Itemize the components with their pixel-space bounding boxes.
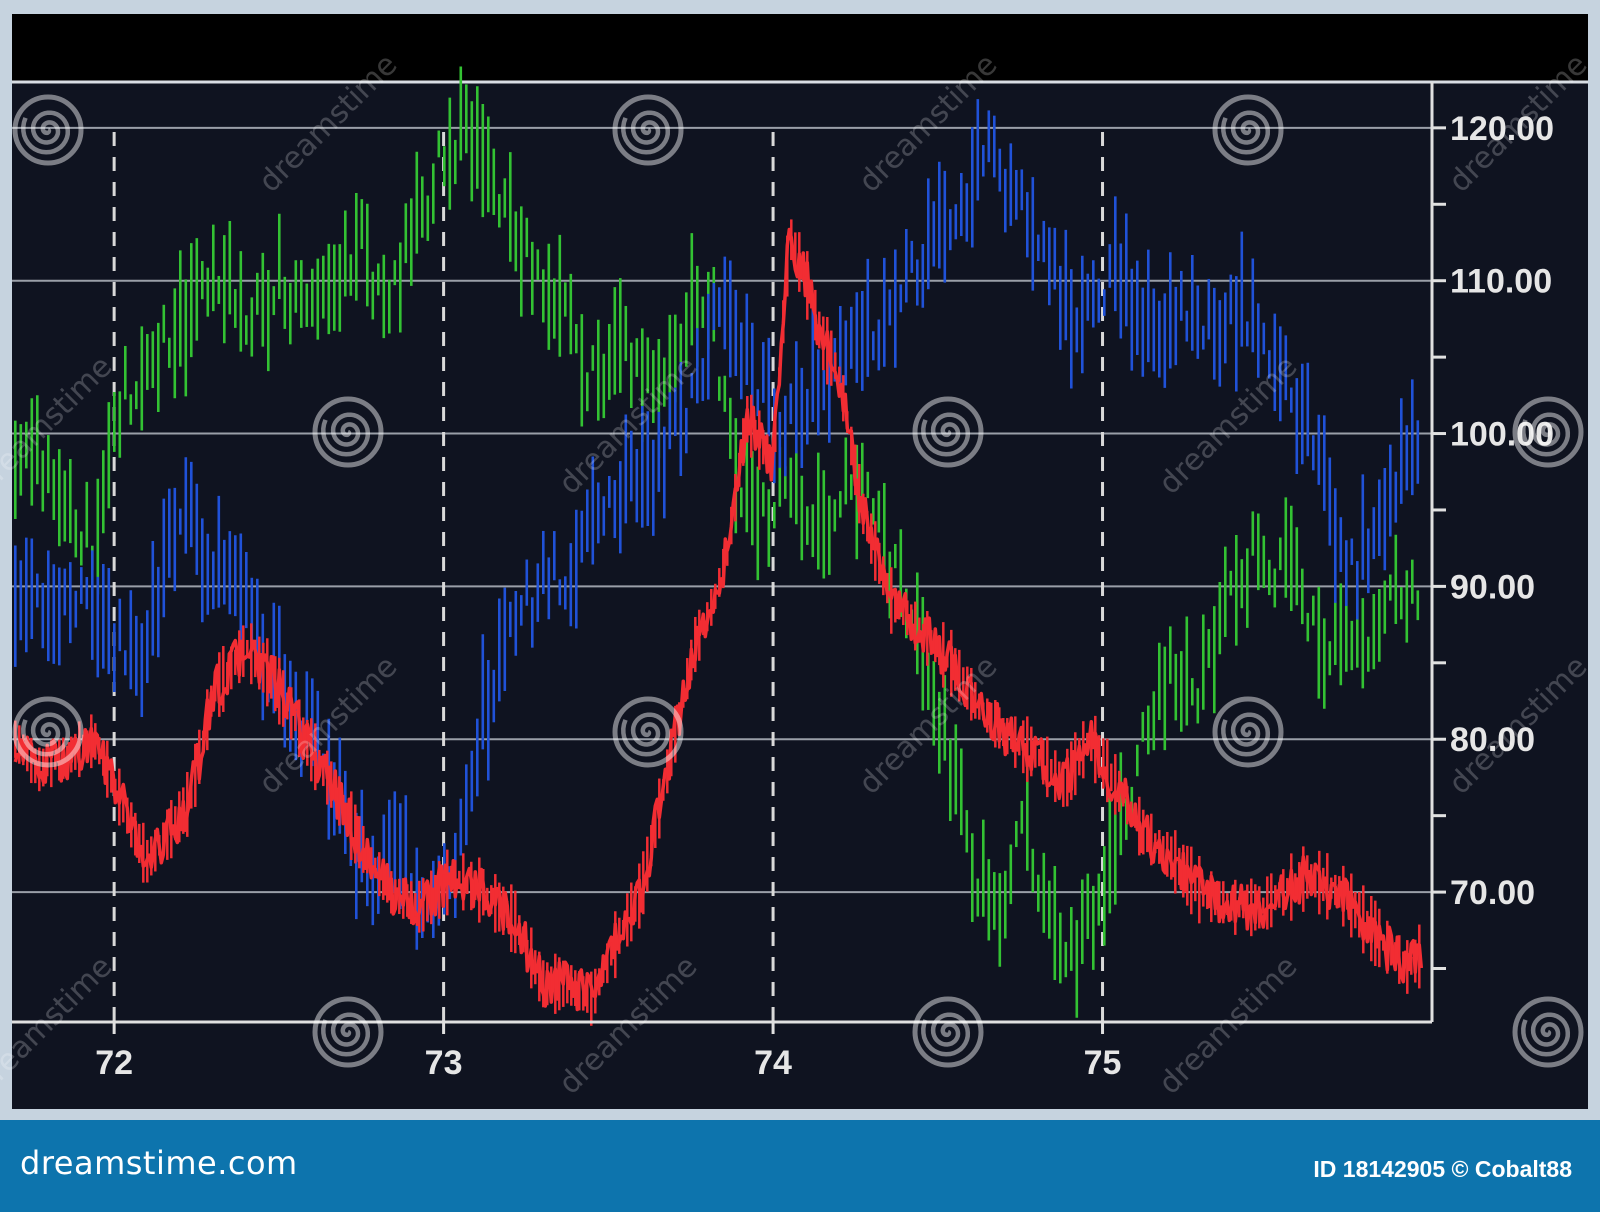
swirl-ring [12, 696, 84, 768]
chart: 120.00 110.00 100.00 90.00 80.00 70.00 72 73 74… [0, 14, 1594, 1109]
y-tick-label: 110.00 [1450, 263, 1552, 301]
swirl-icon [312, 396, 384, 468]
swirl-spiral [621, 712, 671, 757]
swirl-icon [612, 696, 684, 768]
swirl-ring [612, 94, 684, 166]
swirl-ring [312, 396, 384, 468]
swirl-icon [1512, 396, 1584, 468]
swirl-icon [912, 996, 984, 1068]
series-line-ticks [14, 219, 1421, 1026]
footer-bar: dreamstime.com ID 18142905 © Cobalt88 [0, 1120, 1600, 1212]
chart-background [12, 14, 1588, 1109]
x-tick-label: 73 [425, 1044, 463, 1082]
swirl-icon [312, 996, 384, 1068]
swirl-ring [12, 94, 84, 166]
swirl-icon [1512, 996, 1584, 1068]
swirl-icon [612, 94, 684, 166]
y-tick-label: 70.00 [1450, 874, 1535, 912]
swirl-ring [1212, 94, 1284, 166]
swirl-spiral [21, 712, 71, 757]
swirl-ring [1212, 696, 1284, 768]
swirl-ring [1512, 396, 1584, 468]
x-tick-label: 74 [754, 1044, 792, 1082]
swirl-icon [912, 396, 984, 468]
y-tick-labels: 120.00 110.00 100.00 90.00 80.00 70.00 [1450, 110, 1554, 912]
swirl-spiral [321, 412, 371, 457]
axes [12, 82, 1446, 1034]
series-bars [13, 99, 1420, 950]
swirl-spiral [21, 110, 71, 155]
swirl-spiral [321, 1012, 371, 1057]
swirl-icon [12, 696, 84, 768]
swirl-icon [1212, 94, 1284, 166]
footer-credit: ID 18142905 © Cobalt88 [1313, 1156, 1572, 1182]
swirl-spiral [1221, 110, 1271, 155]
swirl-icon [12, 94, 84, 166]
y-tick-label: 90.00 [1450, 568, 1535, 606]
series-layer [13, 66, 1424, 1026]
swirl-ring [912, 396, 984, 468]
swirl-spiral [621, 110, 671, 155]
x-tick-label: 75 [1084, 1044, 1122, 1082]
chart-header-band [12, 14, 1588, 81]
footer-brand[interactable]: dreamstime.com [20, 1144, 298, 1182]
swirl-spiral [1221, 712, 1271, 757]
y-tick-label: 100.00 [1450, 416, 1554, 454]
x-tick-labels: 72 73 74 75 [95, 1044, 1121, 1082]
swirl-ring [612, 696, 684, 768]
swirl-ring [912, 996, 984, 1068]
swirl-ring [1512, 996, 1584, 1068]
swirl-ring [312, 996, 384, 1068]
swirl-spiral [921, 412, 971, 457]
y-tick-label: 80.00 [1450, 721, 1535, 759]
x-tick-label: 72 [95, 1044, 133, 1082]
swirl-spiral [921, 1012, 971, 1057]
y-tick-label: 120.00 [1450, 110, 1554, 148]
swirl-icon [1212, 696, 1284, 768]
swirl-spiral [1521, 1012, 1571, 1057]
swirl-spiral [1521, 412, 1571, 457]
